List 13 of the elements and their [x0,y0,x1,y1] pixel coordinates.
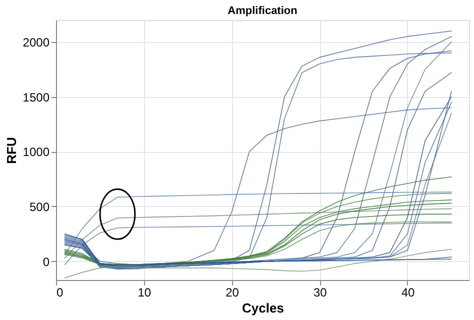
x-tick-label: 20 [226,286,240,300]
x-tick-label: 30 [313,286,328,300]
x-tick-label: 10 [138,286,152,300]
y-tick-label: 500 [29,200,50,214]
x-tick-label: 40 [401,286,415,300]
y-tick-label: 1000 [22,145,50,160]
chart-title: Amplification [228,5,298,17]
x-tick-label: 0 [56,286,64,300]
y-tick-label: 0 [42,254,50,269]
x-axis-title: Cycles [242,300,284,316]
y-tick-label: 2000 [22,35,50,50]
y-tick-label: 1500 [22,90,50,104]
y-axis-title: RFU [4,137,19,164]
